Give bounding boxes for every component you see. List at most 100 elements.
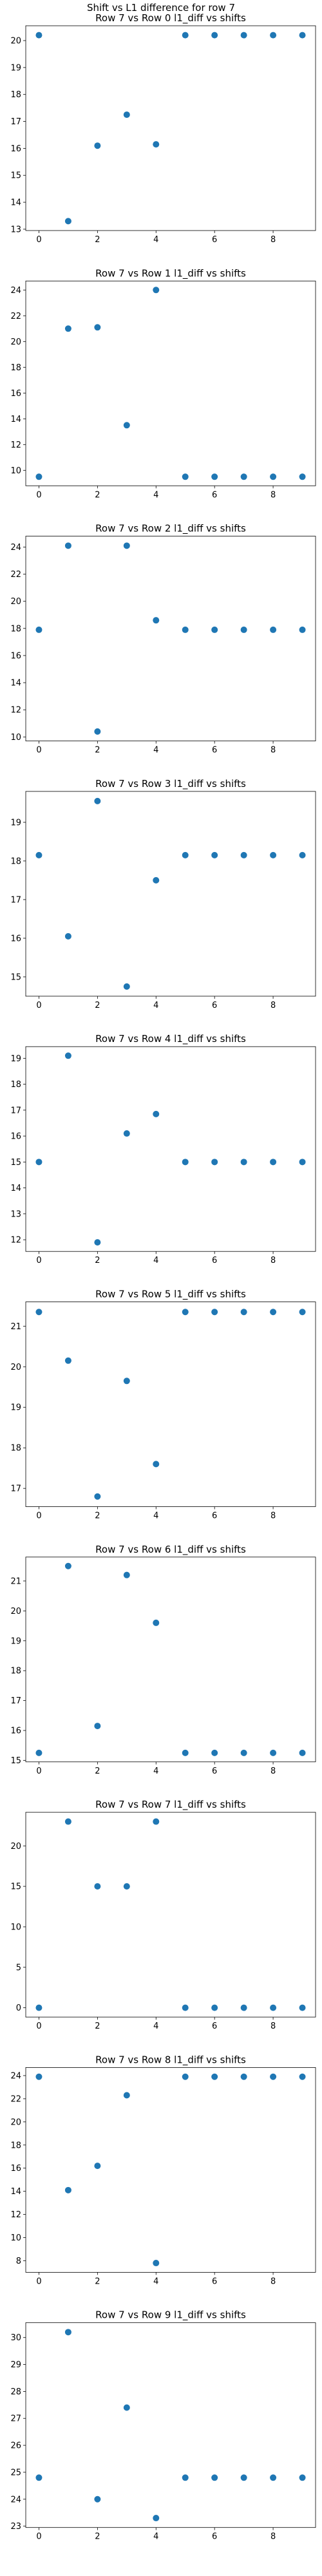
y-tick-label: 18 [10,1444,21,1454]
axes-frame [25,1812,316,2018]
y-tick-label: 14 [10,2187,21,2197]
y-tick-label: 20 [10,37,21,46]
x-tick-label: 0 [36,1001,41,1010]
y-tick-label: 26 [10,2441,21,2451]
data-point [299,2474,306,2481]
y-tick-label: 15 [10,1882,21,1892]
data-point [211,32,218,39]
data-point [182,2474,189,2481]
y-tick-label: 14 [10,415,21,424]
data-point [64,2186,71,2193]
x-tick-label: 6 [212,746,217,755]
x-tick-label: 6 [212,1256,217,1265]
data-point [153,1818,160,1825]
data-point [182,626,189,633]
y-tick-label: 16 [10,1727,21,1736]
subplot-title: Row 7 vs Row 4 l1_diff vs shifts [95,1033,246,1045]
data-point [182,1749,189,1756]
data-point [123,1130,130,1137]
data-point [211,2073,218,2080]
y-tick-label: 14 [10,1184,21,1193]
data-point [123,2404,130,2411]
data-point [240,2004,247,2011]
x-tick-label: 2 [95,746,100,755]
data-point [270,1749,277,1756]
y-tick-label: 20 [10,597,21,607]
x-tick-label: 6 [212,1511,217,1521]
data-point [123,1571,130,1578]
data-point [299,2004,306,2011]
figure-suptitle: Shift vs L1 difference for row 7 [87,2,235,14]
data-point [270,2474,277,2481]
data-point [299,626,306,633]
x-tick-label: 0 [36,490,41,500]
data-point [123,2092,130,2099]
data-point [153,1619,160,1626]
x-tick-label: 6 [212,490,217,500]
axes-frame [25,1046,316,1252]
data-point [299,1159,306,1166]
data-point [270,1159,277,1166]
data-point [153,2515,160,2522]
y-tick-label: 8 [16,2257,21,2266]
y-tick-label: 15 [10,1158,21,1168]
y-tick-label: 16 [10,2164,21,2174]
data-point [94,1723,101,1730]
data-point [94,324,101,331]
y-tick-label: 10 [10,733,21,743]
subplot-6: Row 7 vs Row 6 l1_diff vs shifts 0 2 4 6 8 15 1… [10,1544,316,1776]
data-point [64,325,71,332]
data-point [299,32,306,39]
y-tick-label: 17 [10,1106,21,1115]
axes-frame [25,25,316,231]
y-tick-label: 24 [10,2495,21,2505]
data-point [153,617,160,624]
data-point [123,1378,130,1385]
y-tick-label: 29 [10,2360,21,2370]
data-point [270,1309,277,1316]
data-point [94,797,101,804]
y-tick-label: 16 [10,144,21,154]
x-tick-label: 8 [270,2532,276,2542]
data-point [270,473,277,480]
y-tick-label: 18 [10,363,21,373]
data-point [64,2329,71,2336]
data-point [270,32,277,39]
data-point [35,473,43,480]
x-tick-label: 8 [270,1256,276,1265]
subplot-3: Row 7 vs Row 3 l1_diff vs shifts 0 2 4 6 8 15 1… [10,778,316,1010]
y-tick-label: 14 [10,198,21,208]
axes-frame [25,2067,316,2273]
subplot-title: Row 7 vs Row 5 l1_diff vs shifts [95,1289,246,1301]
subplot-title: Row 7 vs Row 9 l1_diff vs shifts [95,2309,246,2322]
data-point [94,1493,101,1500]
data-point [35,2474,43,2481]
y-tick-label: 16 [10,1132,21,1142]
y-tick-label: 15 [10,972,21,982]
data-point [64,933,71,940]
data-point [240,32,247,39]
x-tick-label: 4 [153,2532,158,2542]
y-tick-label: 22 [10,570,21,580]
y-tick-label: 12 [10,706,21,715]
y-tick-label: 17 [10,895,21,905]
x-tick-label: 4 [153,746,158,755]
y-tick-label: 17 [10,1696,21,1706]
data-point [64,1357,71,1364]
data-point [211,1159,218,1166]
y-tick-label: 19 [10,1054,21,1064]
x-tick-label: 6 [212,2532,217,2542]
y-tick-label: 19 [10,63,21,73]
data-point [35,1159,43,1166]
subplot-0: Row 7 vs Row 0 l1_diff vs shifts 0 2 4 6 8 13 1… [10,12,316,245]
data-point [211,1309,218,1316]
x-tick-label: 4 [153,1766,158,1776]
data-point [94,1883,101,1890]
data-point [270,2073,277,2080]
data-point [153,141,160,148]
y-tick-label: 24 [10,543,21,553]
data-point [35,1749,43,1756]
